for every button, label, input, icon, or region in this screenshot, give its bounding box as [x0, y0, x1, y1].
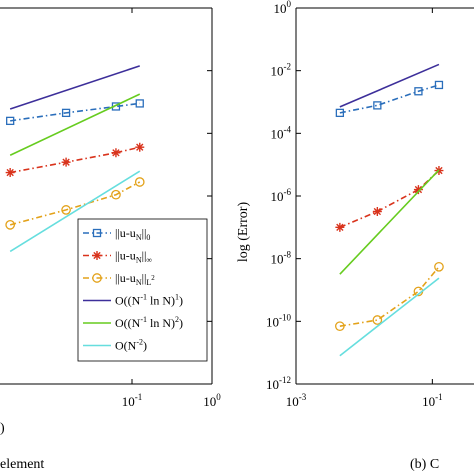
data-point-infinf [413, 185, 423, 195]
series-line-infinf [339, 169, 440, 229]
y-tick-label: 10-2 [271, 62, 292, 79]
data-point-inf0 [135, 99, 144, 108]
y-tick-label: 100 [274, 0, 292, 16]
legend-label-infL2: ||u-uN||L2 [115, 271, 155, 287]
series-line-infL2 [9, 181, 141, 226]
x-axis-label-left: ) [0, 421, 5, 436]
data-point-inf0 [434, 80, 444, 90]
series-line-inf0 [10, 102, 140, 122]
legend-marker-inf0 [92, 228, 102, 238]
data-point-infL2 [335, 321, 345, 332]
data-point-inf0 [61, 108, 71, 118]
data-point-infL2 [61, 205, 71, 215]
data-point-infL2 [134, 177, 145, 187]
legend-box [77, 218, 208, 362]
data-point-infinf [111, 148, 121, 158]
series-line-rate3 [339, 277, 440, 357]
data-point-inf0 [335, 108, 345, 118]
chart-panel-left: 10-1 100 ||u-uN||0 ||u-uN||∞ ||u-uN||L2 O((N-… [0, 7, 221, 409]
data-point-inf0 [6, 116, 15, 126]
series-line-rate1 [339, 63, 440, 108]
legend-label-inf0: ||u-uN||0 [115, 226, 150, 242]
y-tick-label: 10-10 [266, 312, 291, 329]
legend-label-rate2: O((N-1 ln N)2) [115, 315, 183, 330]
data-point-infinf [61, 157, 71, 167]
x-tick-label: 100 [203, 392, 221, 409]
x-tick-label: 10-1 [122, 392, 143, 409]
series-line-infL2 [339, 266, 440, 327]
caption-left: element [0, 457, 44, 472]
legend-label-infinf: ||u-uN||∞ [115, 249, 152, 265]
x-tick-label: 10-3 [286, 392, 307, 409]
series-line-inf0 [339, 84, 440, 114]
y-tick-label: 10-4 [271, 124, 292, 141]
data-point-infinf [135, 142, 145, 152]
y-tick-label: 10-6 [271, 187, 292, 204]
legend-label-rate3: O(N-2) [115, 338, 147, 353]
data-point-infL2 [434, 261, 444, 272]
data-point-infinf [335, 222, 345, 232]
legend-label-rate1: O((N-1 ln N)1) [115, 293, 183, 308]
data-point-inf0 [373, 101, 382, 110]
caption-right: (b) C [410, 457, 439, 472]
legend-marker-infL2 [92, 273, 102, 283]
series-line-rate2 [9, 93, 141, 156]
data-point-infinf [372, 207, 382, 217]
series-line-rate1 [9, 65, 141, 110]
data-point-infL2 [111, 189, 121, 200]
y-axis-label-right: log (Error) [236, 202, 251, 263]
data-point-infL2 [372, 315, 383, 325]
data-point-infinf [5, 168, 15, 178]
series-line-rate2 [339, 169, 440, 275]
data-point-infL2 [5, 220, 16, 230]
legend-marker-infinf [92, 251, 102, 260]
y-tick-label: 10-12 [266, 375, 291, 392]
series-line-infinf [10, 146, 140, 174]
series-line-rate3 [9, 170, 141, 253]
x-tick-label: 10-1 [422, 392, 443, 409]
y-tick-label: 10-8 [271, 250, 292, 267]
data-point-inf0 [414, 87, 423, 96]
